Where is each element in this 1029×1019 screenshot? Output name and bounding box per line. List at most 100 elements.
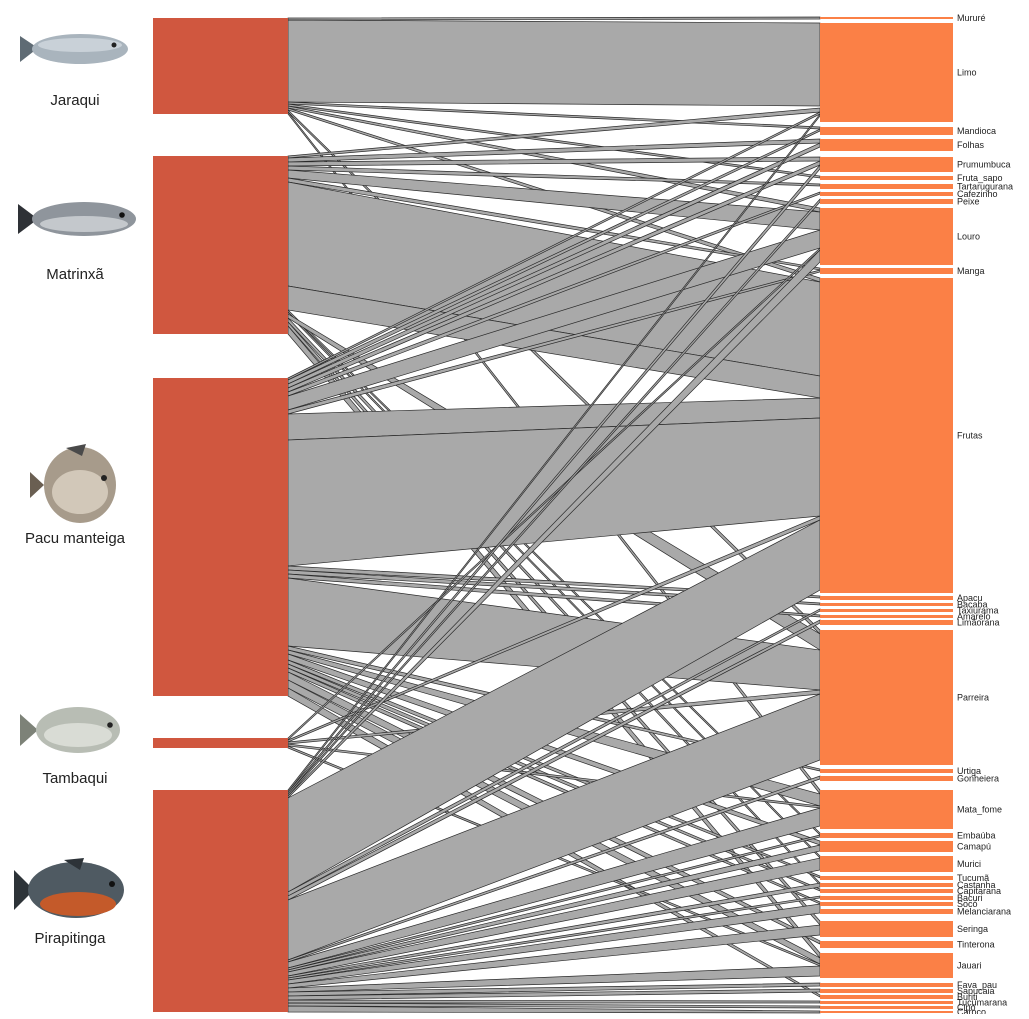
- food-block-7: [820, 192, 953, 196]
- fish-label-matrinxa: Matrinxã: [46, 266, 104, 283]
- food-label-14: Taxiurama: [957, 606, 999, 616]
- food-block-12: [820, 596, 953, 600]
- food-block-5: [820, 176, 953, 180]
- food-block-23: [820, 856, 953, 872]
- food-block-16: [820, 620, 953, 625]
- food-block-3: [820, 139, 953, 151]
- food-label-2: Mandioca: [957, 126, 996, 136]
- food-block-24: [820, 876, 953, 880]
- food-label-18: Urtiga: [957, 766, 981, 776]
- diet-link-0: [287, 16, 821, 21]
- food-label-6: Tartarugurana: [957, 182, 1013, 192]
- food-label-21: Embaúba: [957, 831, 996, 841]
- food-block-32: [820, 953, 953, 978]
- food-label-15: Amarelo: [957, 612, 991, 622]
- food-label-1: Limo: [957, 68, 977, 78]
- food-label-25: Castanha: [957, 880, 996, 890]
- food-block-37: [820, 1006, 953, 1009]
- fish-block-2: [153, 378, 288, 696]
- food-block-4: [820, 157, 953, 172]
- food-block-34: [820, 989, 953, 993]
- food-label-28: Socó: [957, 899, 978, 909]
- fish-label-jaraqui: Jaraqui: [50, 92, 100, 109]
- food-block-8: [820, 199, 953, 204]
- food-block-33: [820, 983, 953, 987]
- diet-link-1: [287, 19, 821, 107]
- food-block-6: [820, 184, 953, 189]
- food-label-0: Mururé: [957, 13, 986, 23]
- food-label-17: Parreira: [957, 693, 989, 703]
- food-label-16: Limãorana: [957, 618, 1000, 628]
- food-block-38: [820, 1011, 953, 1013]
- tambaqui-fish-icon: [18, 702, 122, 763]
- food-label-7: Cafezinho: [957, 189, 998, 199]
- food-block-22: [820, 841, 953, 852]
- pacu-fish-icon: [26, 442, 120, 533]
- food-label-8: Peixe: [957, 197, 980, 207]
- food-block-36: [820, 1001, 953, 1004]
- food-label-36: Tucumarana: [957, 998, 1007, 1008]
- food-label-20: Mata_fome: [957, 805, 1002, 815]
- food-label-26: Capitarana: [957, 886, 1001, 896]
- food-block-35: [820, 995, 953, 999]
- food-block-10: [820, 268, 953, 274]
- food-block-31: [820, 941, 953, 948]
- fish-label-tambaqui: Tambaqui: [42, 770, 108, 787]
- food-label-29: Melanciarana: [957, 907, 1011, 917]
- food-label-23: Murici: [957, 859, 981, 869]
- food-label-4: Prumumbuca: [957, 160, 1011, 170]
- food-label-13: Bacaba: [957, 600, 988, 610]
- food-label-12: Apacu: [957, 593, 983, 603]
- food-label-38: Caroço: [957, 1007, 986, 1014]
- diet-link-69: [287, 999, 821, 1004]
- food-label-31: Tinterona: [957, 940, 995, 950]
- food-block-9: [820, 208, 953, 265]
- food-block-28: [820, 902, 953, 906]
- food-block-20: [820, 790, 953, 829]
- food-block-2: [820, 127, 953, 135]
- food-block-26: [820, 889, 953, 893]
- food-block-14: [820, 609, 953, 612]
- fish-block-0: [153, 18, 288, 114]
- food-block-15: [820, 615, 953, 618]
- food-label-11: Frutas: [957, 431, 983, 441]
- food-label-5: Fruta_sapo: [957, 173, 1003, 183]
- food-label-9: Louro: [957, 232, 980, 242]
- food-block-17: [820, 630, 953, 765]
- food-label-10: Manga: [957, 266, 985, 276]
- food-labels-layer: Mururé Limo Mandioca Folhas Prumumbuca Fruta_…: [957, 13, 1013, 1017]
- food-label-24: Tucumã: [957, 873, 989, 883]
- food-block-19: [820, 776, 953, 781]
- food-block-0: [820, 17, 953, 19]
- food-block-27: [820, 896, 953, 900]
- food-label-22: Camapú: [957, 842, 991, 852]
- food-label-34: Sapucaia: [957, 986, 995, 996]
- food-label-37: Cipó: [957, 1003, 976, 1013]
- food-label-30: Seringa: [957, 924, 988, 934]
- food-blocks-layer: [820, 17, 953, 1013]
- food-block-25: [820, 883, 953, 887]
- diet-link-30: [287, 417, 821, 567]
- food-label-35: Buriti: [957, 992, 978, 1002]
- fish-blocks-layer: [153, 18, 288, 1012]
- fish-block-4: [153, 790, 288, 1012]
- fish-label-pacu-manteiga: Pacu manteiga: [24, 530, 126, 547]
- jaraqui-fish-icon: [18, 28, 130, 75]
- food-label-32: Jauari: [957, 961, 982, 971]
- fish-block-1: [153, 156, 288, 334]
- food-label-19: Gonheiera: [957, 774, 999, 784]
- food-block-29: [820, 909, 953, 914]
- links-layer: [287, 16, 821, 1014]
- matrinxa-fish-icon: [16, 196, 138, 247]
- fish-label-pirapitinga: Pirapitinga: [34, 930, 106, 947]
- food-block-13: [820, 603, 953, 606]
- food-label-27: Bacuri: [957, 893, 983, 903]
- food-block-30: [820, 921, 953, 937]
- pirapitinga-fish-icon: [12, 856, 128, 929]
- food-label-33: Fava_pau: [957, 980, 997, 990]
- food-block-21: [820, 833, 953, 838]
- fish-block-3: [153, 738, 288, 748]
- food-block-1: [820, 23, 953, 122]
